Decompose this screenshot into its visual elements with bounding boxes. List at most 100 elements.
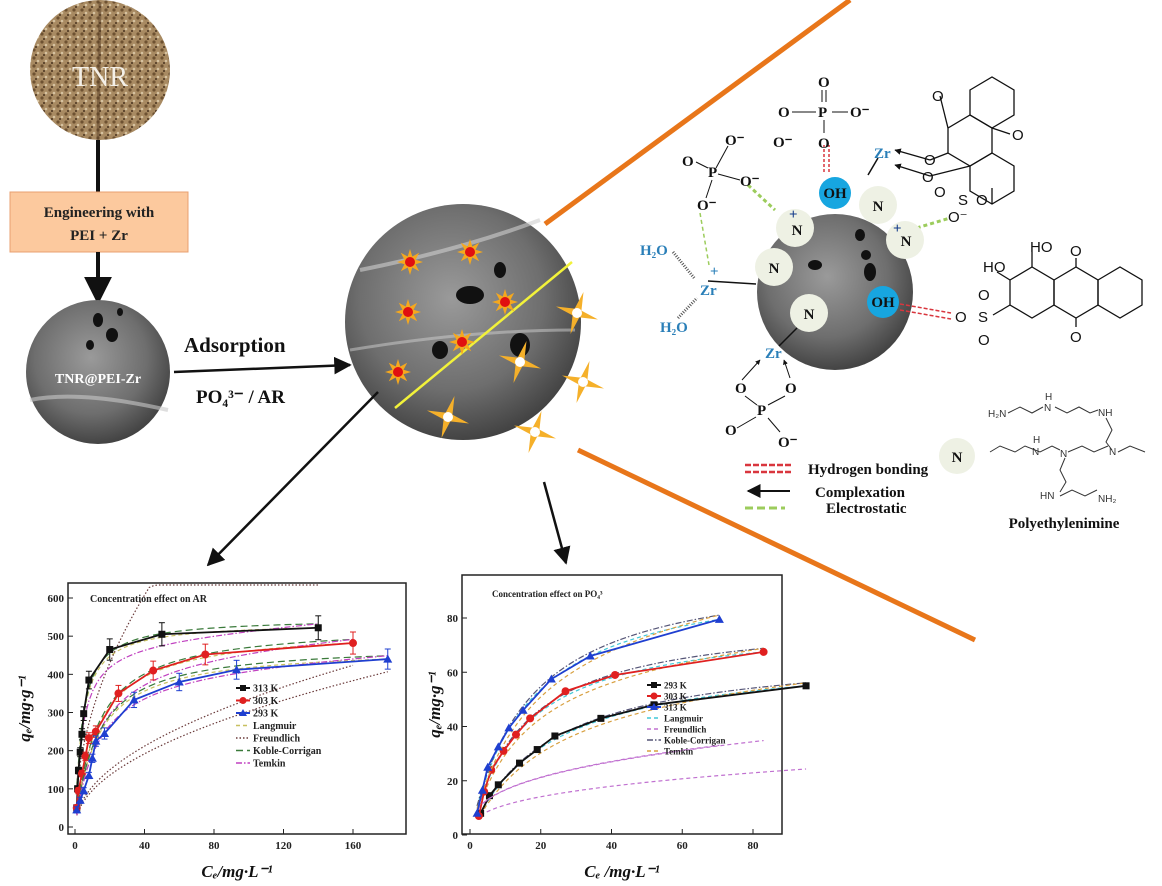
data-point (526, 714, 535, 723)
legend-label: 303 K (664, 692, 687, 702)
y-tick-label: 40 (447, 722, 459, 734)
phosphate-dot (465, 247, 475, 257)
svg-text:P: P (818, 105, 827, 121)
model-curve-temkin (76, 623, 319, 790)
chart-ar: 0 40 80 120 160 0 100 200 300 400 500 600 Concentrat… (15, 582, 407, 881)
ar-star-center (443, 412, 453, 422)
data-point (714, 614, 724, 623)
svg-text:O⁻: O⁻ (697, 198, 717, 214)
svg-text:S: S (978, 309, 988, 326)
svg-text:H: H (1045, 392, 1052, 403)
data-point (314, 624, 322, 632)
legend-label: 293 K (664, 681, 687, 691)
tnr-raw-image: TNR (30, 0, 170, 141)
y-tick-label: 80 (447, 613, 459, 625)
svg-text:O: O (682, 154, 694, 170)
svg-text:N: N (769, 261, 780, 277)
legend-label: 303 K (253, 696, 279, 707)
amine-site: N (790, 294, 828, 332)
y-tick-label: 20 (447, 776, 459, 788)
series-line (75, 642, 354, 809)
data-point (74, 767, 82, 775)
x-tick-label: 80 (748, 840, 760, 852)
svg-text:TNR@PEI-Zr: TNR@PEI-Zr (55, 372, 141, 387)
svg-text:Zr: Zr (874, 146, 891, 162)
oh-site: OH (867, 286, 899, 318)
chart-po4: 0 20 40 60 80 0 20 40 60 80 Concentration effect o… (425, 574, 810, 881)
model-curve-freundlich (76, 584, 319, 791)
svg-text:H: H (1033, 435, 1040, 446)
data-point (232, 665, 242, 674)
data-point (561, 687, 570, 696)
data-point (504, 723, 514, 732)
svg-text:O: O (1012, 127, 1024, 144)
adsorption-arrow (173, 356, 352, 375)
data-point (493, 742, 503, 751)
x-tick-label: 0 (467, 840, 473, 852)
svg-text:S: S (958, 192, 968, 209)
legend-electrostatic: Electrostatic (826, 501, 907, 517)
y-axis-label: qₑ/mg·g⁻¹ (425, 671, 444, 737)
y-tick-label: 500 (48, 631, 65, 643)
data-point (585, 651, 595, 660)
x-tick-label: 80 (209, 840, 221, 852)
svg-text:P: P (708, 165, 717, 181)
x-tick-label: 0 (72, 840, 78, 852)
data-point (759, 647, 768, 656)
phosphate-dot (403, 307, 413, 317)
data-point (79, 786, 89, 795)
svg-text:+: + (710, 264, 719, 280)
legend-label: Langmuir (253, 721, 297, 732)
pei-label: Polyethylenimine (1009, 516, 1120, 532)
y-tick-label: 100 (48, 784, 65, 796)
x-axis-label: Cₑ/mg·L⁻¹ (201, 862, 272, 881)
legend-marker (650, 692, 658, 700)
svg-text:N: N (792, 223, 803, 239)
svg-text:O⁻: O⁻ (773, 135, 793, 151)
svg-text:O: O (978, 332, 990, 349)
data-point (472, 808, 482, 817)
data-point (87, 753, 97, 762)
svg-text:H₂N: H₂N (988, 409, 1006, 420)
amine-site: N (859, 186, 897, 224)
legend-label: Freundlich (253, 734, 300, 745)
data-point (85, 676, 93, 684)
arrow-to-po4-chart (542, 481, 571, 565)
svg-text:NH₂: NH₂ (1098, 494, 1116, 505)
legend-label: 293 K (253, 709, 279, 720)
adsorbed-particle-image (345, 204, 605, 454)
data-point (114, 689, 123, 698)
data-point (477, 785, 487, 794)
data-point (533, 746, 541, 754)
model-curve-freundlich (480, 768, 807, 816)
svg-text:O: O (955, 309, 967, 326)
svg-text:O⁻: O⁻ (948, 209, 968, 226)
model-curve-temkin (76, 638, 354, 815)
data-point (75, 795, 85, 804)
svg-text:N: N (1060, 449, 1067, 460)
svg-text:O: O (1070, 243, 1082, 260)
data-point (80, 710, 88, 718)
svg-text:HO: HO (1030, 239, 1053, 256)
legend-marker (651, 682, 657, 688)
tnr-label: TNR (72, 62, 128, 93)
svg-text:Zr: Zr (765, 346, 782, 362)
amine-site: N (755, 248, 793, 286)
plot-frame (67, 582, 407, 835)
data-point (494, 781, 502, 789)
data-point (518, 705, 528, 714)
svg-text:O: O (934, 184, 946, 201)
svg-text:O: O (735, 381, 747, 397)
data-point (201, 650, 210, 659)
svg-text:OH: OH (871, 295, 895, 311)
legend-label: Koble-Corrigan (664, 736, 726, 746)
svg-text:N: N (1044, 403, 1051, 414)
data-point (149, 666, 158, 675)
x-axis-label: Cₑ /mg·L⁻¹ (584, 862, 659, 881)
phosphate-dot (405, 257, 415, 267)
model-curve-temkin (76, 655, 388, 816)
legend-marker (239, 709, 247, 716)
ar-star-center (530, 427, 540, 437)
y-tick-label: 400 (48, 669, 65, 681)
